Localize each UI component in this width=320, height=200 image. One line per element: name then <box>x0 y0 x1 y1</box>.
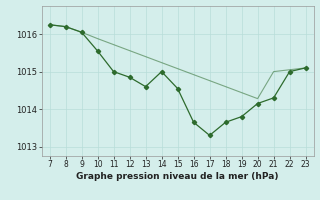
X-axis label: Graphe pression niveau de la mer (hPa): Graphe pression niveau de la mer (hPa) <box>76 172 279 181</box>
